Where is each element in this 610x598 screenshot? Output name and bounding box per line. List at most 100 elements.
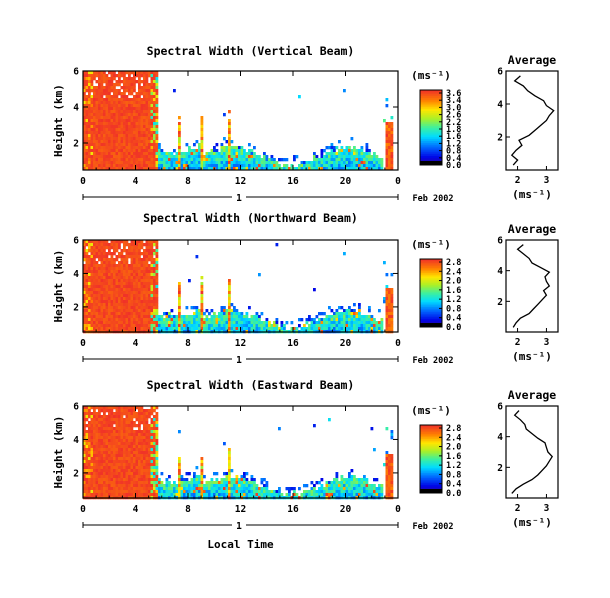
heatmap-cell (150, 493, 154, 497)
heatmap-cell (90, 143, 94, 147)
heatmap-cell (100, 424, 104, 428)
heatmap-cell (370, 490, 374, 494)
heatmap-cell (265, 324, 269, 328)
heatmap-cell (153, 146, 156, 150)
heatmap-cell (133, 98, 136, 102)
heatmap-cell (338, 318, 341, 322)
heatmap-cell (115, 430, 119, 434)
heatmap-cell (105, 95, 109, 99)
heatmap-cell (310, 493, 314, 497)
heatmap-cell (120, 309, 124, 313)
heatmap-cell (135, 158, 139, 162)
heatmap-cell (85, 309, 89, 313)
heatmap-cell (240, 490, 244, 494)
heatmap-cell (123, 107, 126, 111)
heatmap-cell (210, 167, 214, 171)
heatmap-cell (143, 92, 146, 96)
heatmap-cell (345, 327, 349, 331)
heatmap-cell (305, 164, 309, 168)
heatmap-cell (115, 282, 119, 286)
heatmap-cell (375, 155, 379, 159)
heatmap-cell (243, 318, 246, 322)
heatmap-cell (218, 158, 221, 162)
heatmap-cell (90, 261, 94, 265)
heatmap-cell (200, 481, 204, 485)
heatmap-cell (153, 475, 156, 479)
heatmap-cell (305, 484, 309, 488)
heatmap-cell (110, 300, 114, 304)
heatmap-cell (100, 273, 104, 277)
heatmap-cell (115, 258, 119, 262)
heatmap-cell (358, 324, 361, 328)
heatmap-cell (148, 89, 151, 93)
heatmap-cell (153, 460, 156, 464)
heatmap-cell (190, 167, 194, 171)
heatmap-cell (115, 448, 119, 452)
heatmap-cell (118, 306, 121, 310)
heatmap-cell (200, 315, 204, 319)
heatmap-cell (85, 442, 89, 446)
heatmap-cell (133, 276, 136, 280)
heatmap-cell (138, 282, 141, 286)
heatmap-cell (300, 318, 304, 322)
heatmap-cell (328, 490, 331, 494)
heatmap-cell (145, 448, 149, 452)
heatmap-cell (90, 327, 94, 331)
heatmap-cell (138, 270, 141, 274)
heatmap-cell (140, 309, 144, 313)
heatmap-cell (103, 466, 106, 470)
heatmap-cell (83, 433, 86, 437)
heatmap-cell (100, 303, 104, 307)
heatmap-cell (98, 267, 101, 271)
heatmap-cell (155, 406, 159, 410)
heatmap-cell (238, 487, 241, 491)
heatmap-cell (123, 77, 126, 81)
heatmap-cell (365, 493, 369, 497)
heatmap-cell (98, 116, 101, 120)
heatmap-cell (133, 481, 136, 485)
heatmap-cell (138, 457, 141, 461)
heatmap-cell (305, 327, 309, 331)
heatmap-cell (365, 146, 369, 150)
heatmap-cell (125, 140, 129, 144)
heatmap-cell (123, 249, 126, 253)
heatmap-cell (260, 161, 264, 165)
heatmap-cell (190, 321, 194, 325)
heatmap-cell (140, 466, 144, 470)
heatmap-cell (378, 324, 381, 328)
heatmap-cell (130, 107, 134, 111)
heatmap-cell (365, 143, 369, 147)
heatmap-cell (120, 152, 124, 156)
heatmap-cell (155, 300, 159, 304)
heatmap-cell (98, 466, 101, 470)
heatmap-cell (120, 315, 124, 319)
heatmap-cell (370, 487, 374, 491)
heatmap-cell (173, 158, 176, 162)
heatmap-cell (133, 80, 136, 84)
heatmap-cell (128, 146, 131, 150)
heatmap-cell (205, 318, 209, 322)
heatmap-cell (93, 442, 96, 446)
heatmap-cell (265, 158, 269, 162)
heatmap-cell (103, 472, 106, 476)
heatmap-cell (193, 158, 196, 162)
heatmap-cell (333, 161, 336, 165)
heatmap-cell (178, 309, 181, 313)
heatmap-cell (318, 158, 321, 162)
heatmap-cell (165, 487, 169, 491)
heatmap-cell (148, 95, 151, 99)
heatmap-cell (215, 472, 219, 476)
heatmap-cell (158, 164, 161, 168)
heatmap-cell (145, 475, 149, 479)
heatmap-cell (145, 421, 149, 425)
average-x-label: (ms⁻¹) (512, 350, 552, 363)
heatmap-cell (200, 294, 204, 298)
heatmap-cell (130, 418, 134, 422)
heatmap-cell (85, 487, 89, 491)
heatmap-cell (120, 249, 124, 253)
heatmap-cell (110, 276, 114, 280)
heatmap-cell (123, 113, 126, 117)
heatmap-cell (125, 71, 129, 75)
heatmap-cell (165, 484, 169, 488)
heatmap-cell (130, 276, 134, 280)
